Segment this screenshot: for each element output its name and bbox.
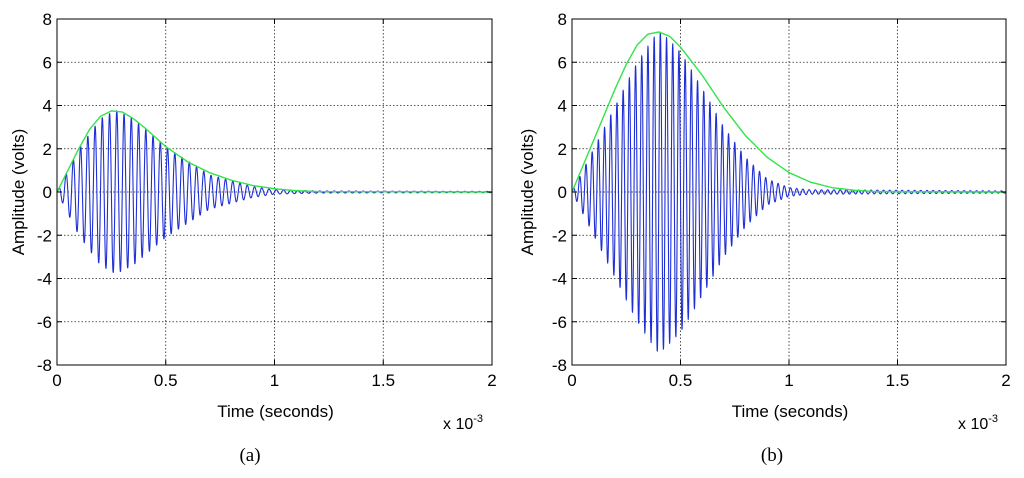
y-tick-label: 4 <box>43 97 52 116</box>
y-axis-label: Amplitude (volts) <box>518 129 537 256</box>
y-tick-label: 6 <box>43 53 52 72</box>
y-tick-label: -4 <box>37 270 52 289</box>
x-axis-multiplier: x 10-3 <box>958 413 998 433</box>
y-tick-label: -4 <box>552 270 567 289</box>
y-tick-label: -6 <box>552 313 567 332</box>
x-axis-label: Time (seconds) <box>732 402 849 421</box>
y-tick-label: -6 <box>37 313 52 332</box>
x-tick-label: 0.5 <box>154 371 178 390</box>
y-tick-label: 2 <box>43 140 52 159</box>
chart-panel-1: 0 0.5 1 1.5 2 -8 -6 -4 -2 0 2 4 6 8 Time (seconds) Ampl… <box>518 10 1011 466</box>
series-line-envelope <box>56 110 493 193</box>
panel-label: (a) <box>239 445 260 466</box>
y-tick-label: 0 <box>558 183 567 202</box>
y-tick-label: 2 <box>558 140 567 159</box>
x-tick-label: 0.5 <box>669 371 693 390</box>
y-tick-label: 6 <box>558 53 567 72</box>
chart-panel-0: 0 0.5 1 1.5 2 -8 -6 -4 -2 0 2 4 6 8 Time (seconds) Ampl… <box>9 10 497 466</box>
y-tick-label: -2 <box>552 226 567 245</box>
y-tick-label: 4 <box>558 97 567 116</box>
x-tick-label: 2 <box>487 371 496 390</box>
x-tick-label: 1.5 <box>886 371 910 390</box>
y-tick-label: -8 <box>552 356 567 375</box>
y-tick-label: -2 <box>37 226 52 245</box>
x-axis-label: Time (seconds) <box>217 402 334 421</box>
x-tick-label: 1 <box>784 371 793 390</box>
y-tick-label: 8 <box>558 10 567 29</box>
series-line-envelope <box>571 31 1007 193</box>
y-tick-label: 0 <box>43 183 52 202</box>
y-tick-label: 8 <box>43 10 52 29</box>
panel-label: (b) <box>761 445 783 466</box>
x-tick-label: 0 <box>567 371 576 390</box>
x-tick-label: 1.5 <box>371 371 395 390</box>
x-axis-multiplier: x 10-3 <box>443 413 483 433</box>
x-tick-label: 1 <box>270 371 279 390</box>
y-axis-label: Amplitude (volts) <box>9 129 28 256</box>
y-tick-label: -8 <box>37 356 52 375</box>
x-tick-label: 2 <box>1001 371 1010 390</box>
x-tick-label: 0 <box>52 371 61 390</box>
series-line-signal <box>571 31 1007 352</box>
